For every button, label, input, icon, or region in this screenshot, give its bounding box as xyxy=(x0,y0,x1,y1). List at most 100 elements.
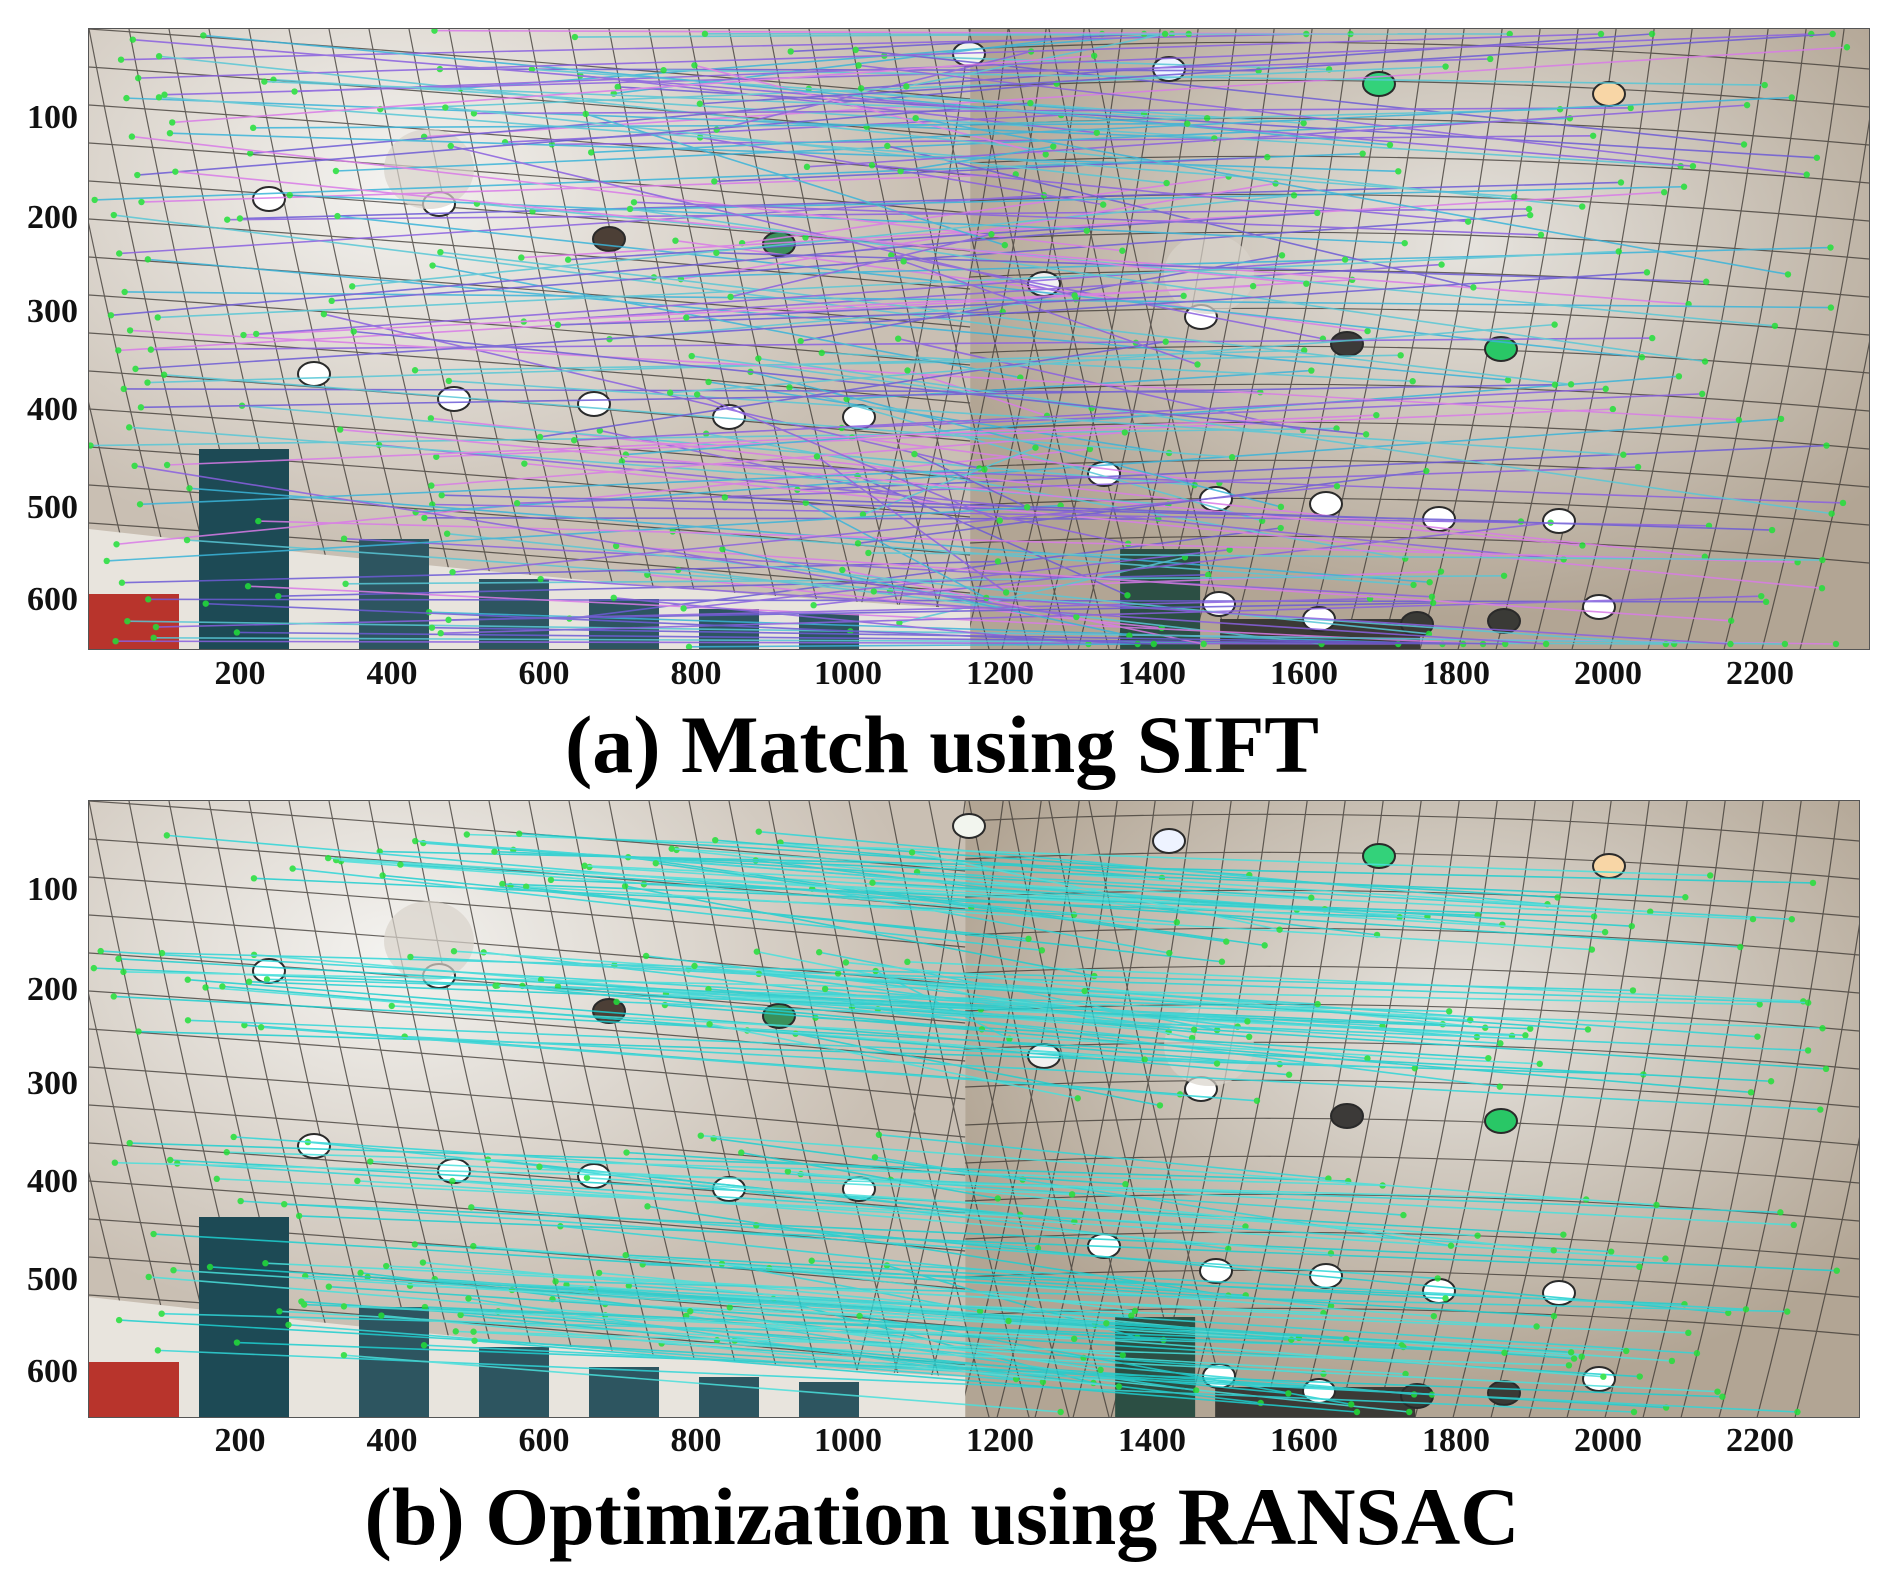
keypoint xyxy=(1818,584,1826,592)
match-line xyxy=(460,33,1172,90)
keypoint xyxy=(492,982,499,989)
keypoint xyxy=(1511,193,1518,200)
match-line xyxy=(790,33,1145,53)
match-line xyxy=(468,1297,1017,1380)
keypoint xyxy=(1300,119,1307,127)
match-line xyxy=(331,214,1531,302)
keypoint xyxy=(184,1017,192,1024)
lamp xyxy=(1202,591,1236,617)
keypoint xyxy=(470,110,478,117)
keypoint xyxy=(154,314,161,321)
x-tick-label: 1000 xyxy=(814,655,882,692)
panel-a-caption: (a) Match using SIFT xyxy=(564,699,1319,790)
window xyxy=(589,1367,659,1417)
keypoint xyxy=(111,1159,119,1166)
keypoint xyxy=(1500,572,1508,579)
match-line xyxy=(625,1254,1446,1300)
keypoint xyxy=(834,970,842,977)
keypoint xyxy=(1285,1390,1292,1397)
x-tick-label: 2200 xyxy=(1726,655,1794,692)
keypoint xyxy=(281,1200,288,1208)
match-line xyxy=(288,1323,1043,1383)
keypoint xyxy=(147,346,155,353)
match-line xyxy=(431,431,1125,487)
keypoint xyxy=(1257,1399,1264,1407)
match-line xyxy=(859,1315,1352,1406)
x-tick-label: 1200 xyxy=(966,1422,1034,1459)
match-line xyxy=(115,640,1399,645)
keypoint xyxy=(1617,179,1625,186)
keypoint xyxy=(1184,120,1191,127)
panel-b-caption: (b) Optimization using RANSAC xyxy=(364,1471,1520,1562)
keypoint xyxy=(1804,1047,1812,1054)
keypoint xyxy=(1162,338,1169,345)
y-tick-label: 400 xyxy=(27,391,78,428)
match-line xyxy=(130,329,1739,421)
keypoint xyxy=(521,460,528,467)
keypoint xyxy=(1703,278,1710,285)
match-line xyxy=(432,503,1710,527)
keypoint xyxy=(855,62,862,69)
match-line xyxy=(914,453,1028,508)
keypoint xyxy=(1083,227,1090,234)
lamp xyxy=(577,391,611,417)
keypoint xyxy=(623,1149,630,1156)
keypoint xyxy=(116,250,123,257)
keypoint xyxy=(421,1303,429,1311)
keypoint xyxy=(1522,1032,1529,1039)
match-line xyxy=(517,466,1639,505)
keypoint xyxy=(701,30,709,38)
keypoint xyxy=(407,953,414,961)
keypoint xyxy=(1474,1232,1481,1239)
keypoint xyxy=(124,617,131,625)
match-line xyxy=(510,885,1223,963)
keypoint xyxy=(1341,256,1349,263)
keypoint xyxy=(513,500,521,507)
keypoint xyxy=(1442,1295,1449,1302)
match-line xyxy=(110,229,1087,317)
keypoint xyxy=(291,88,298,95)
match-line xyxy=(621,460,1844,504)
match-line xyxy=(236,1341,1723,1398)
keypoint xyxy=(411,367,419,374)
match-line xyxy=(821,352,1413,383)
keypoint xyxy=(1653,1201,1660,1209)
keypoint xyxy=(1526,211,1534,219)
keypoint xyxy=(1590,913,1598,920)
keypoint xyxy=(1023,504,1031,511)
keypoint xyxy=(612,542,620,550)
keypoint xyxy=(1314,1000,1321,1008)
keypoint xyxy=(1314,209,1321,217)
keypoint xyxy=(1333,425,1340,432)
keypoint xyxy=(437,630,444,637)
match-line xyxy=(132,38,1694,167)
match-line xyxy=(873,590,1731,645)
keypoint xyxy=(154,1347,162,1354)
keypoint xyxy=(450,948,458,955)
keypoint xyxy=(1426,579,1433,586)
keypoint xyxy=(300,1301,308,1308)
keypoint xyxy=(904,367,911,374)
keypoint xyxy=(155,94,163,101)
keypoint xyxy=(433,453,440,460)
keypoint xyxy=(134,171,141,179)
match-line xyxy=(861,33,1653,90)
keypoint xyxy=(334,212,341,220)
keypoint xyxy=(255,517,262,525)
keypoint xyxy=(897,167,904,175)
keypoint xyxy=(904,958,911,966)
keypoint xyxy=(137,404,145,411)
lamp xyxy=(1484,1108,1518,1134)
keypoint xyxy=(1638,354,1646,361)
x-tick-label: 1400 xyxy=(1118,655,1186,692)
keypoint xyxy=(1039,1378,1047,1386)
keypoint xyxy=(712,836,719,844)
match-line xyxy=(423,1344,1798,1413)
match-line xyxy=(233,1136,1404,1216)
keypoint xyxy=(452,1328,459,1335)
keypoint xyxy=(1781,640,1789,648)
match-line xyxy=(379,444,1564,561)
keypoint xyxy=(213,1175,220,1183)
keypoint xyxy=(230,1133,237,1141)
match-line xyxy=(305,1275,1107,1325)
